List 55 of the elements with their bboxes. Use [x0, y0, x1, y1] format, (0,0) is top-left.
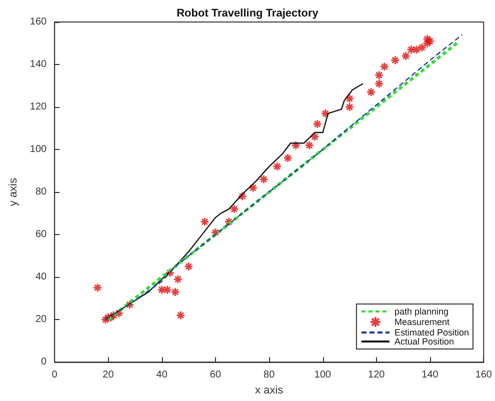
point [108, 310, 118, 320]
point [114, 308, 124, 318]
point [176, 310, 186, 320]
x-axis-title: x axis [255, 384, 284, 396]
point [259, 174, 269, 184]
legend-label: Measurement [394, 317, 450, 327]
point [184, 262, 194, 272]
point [100, 314, 110, 324]
point [291, 140, 301, 150]
point [248, 183, 258, 193]
point [366, 87, 376, 97]
point [200, 217, 210, 227]
point [210, 228, 220, 238]
point [425, 36, 435, 46]
legend-label: Estimated Position [394, 328, 470, 338]
point [157, 285, 167, 295]
point [272, 162, 282, 172]
point [106, 312, 116, 322]
legend-label: path planning [394, 306, 449, 316]
x-tick-label: 120 [368, 370, 386, 381]
x-tick-label: 100 [314, 370, 332, 381]
x-tick-label: 140 [422, 370, 439, 381]
y-tick-label: 160 [30, 16, 48, 28]
point [170, 287, 180, 297]
y-axis-title: y axis [8, 177, 20, 206]
point [124, 300, 134, 310]
x-tick-label: 60 [210, 370, 222, 381]
x-tick-label: 40 [156, 370, 168, 381]
y-tick-label: 0 [41, 356, 48, 368]
x-tick-label: 80 [264, 370, 276, 381]
point [165, 268, 175, 278]
point [412, 44, 422, 54]
point [92, 282, 102, 292]
y-tick-label: 60 [35, 229, 48, 240]
x-tick-label: 160 [475, 370, 492, 381]
point [173, 274, 183, 284]
point [422, 38, 432, 48]
legend-label: Actual Position [394, 336, 454, 346]
y-tick-label: 120 [30, 102, 48, 113]
y-tick-label: 80 [35, 186, 48, 198]
point [230, 204, 240, 214]
point [390, 56, 400, 66]
chart-title: Robot Travelling Trajectory [176, 8, 320, 20]
point [162, 285, 172, 295]
point [238, 192, 248, 202]
y-tick-label: 20 [35, 314, 48, 326]
point [283, 153, 293, 163]
point [224, 217, 234, 227]
x-tick-label: 0 [52, 370, 58, 381]
y-tick-label: 140 [30, 59, 48, 70]
point [320, 108, 330, 118]
x-tick-label: 20 [102, 370, 114, 381]
y-tick-label: 100 [30, 144, 48, 156]
y-tick-label: 40 [35, 272, 48, 283]
point [312, 119, 322, 129]
